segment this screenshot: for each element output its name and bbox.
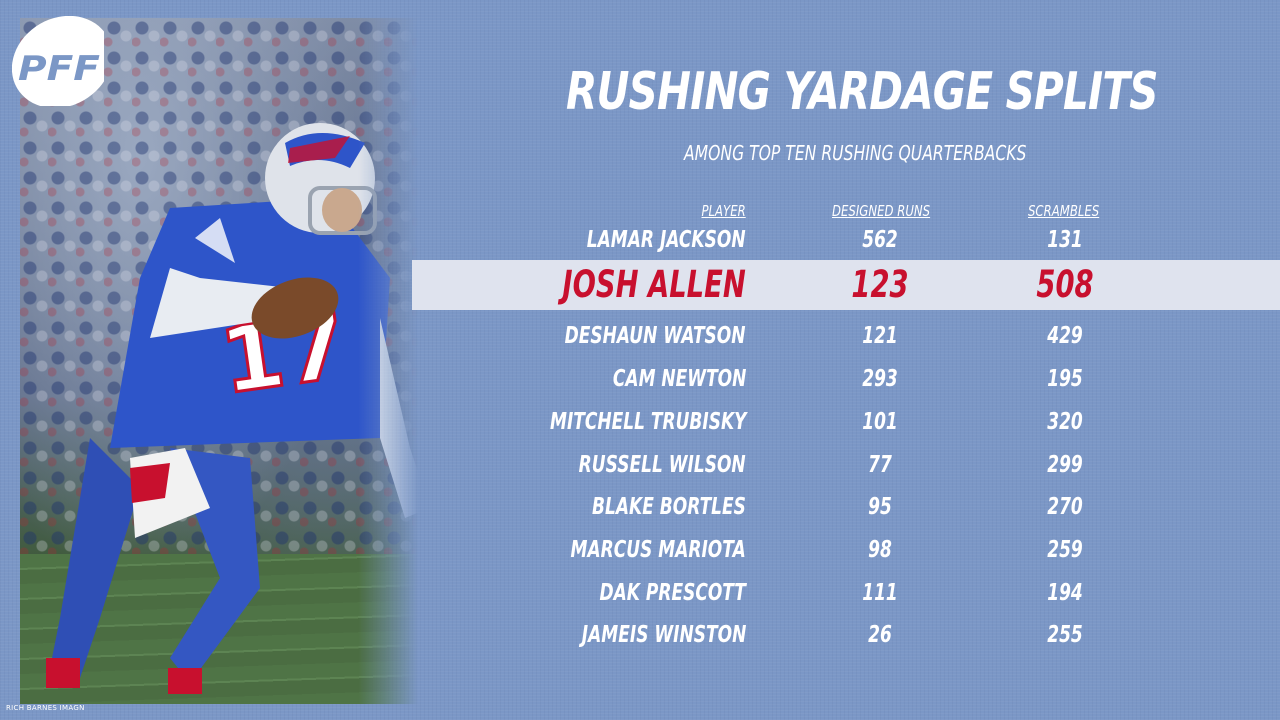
table-row: LAMAR JACKSON 562 131 bbox=[0, 225, 1280, 255]
table-row: DESHAUN WATSON 121 429 bbox=[0, 321, 1280, 351]
column-header-scrambles: SCRAMBLES bbox=[1028, 202, 1100, 220]
column-header-designed-runs: DESIGNED RUNS bbox=[832, 202, 931, 220]
scrambles-value: 320 bbox=[1047, 409, 1083, 435]
table-row: MITCHELL TRUBISKY 101 320 bbox=[0, 407, 1280, 437]
designed-runs-value: 111 bbox=[862, 580, 898, 606]
designed-runs-value: 77 bbox=[868, 452, 892, 478]
designed-runs-value: 121 bbox=[862, 323, 898, 349]
player-photo: 17 bbox=[20, 18, 418, 704]
column-header-player: PLAYER bbox=[701, 202, 746, 220]
table-row: JAMEIS WINSTON 26 255 bbox=[0, 620, 1280, 650]
page-subtitle: AMONG TOP TEN RUSHING QUARTERBACKS bbox=[684, 141, 1027, 165]
designed-runs-value: 293 bbox=[862, 366, 898, 392]
scrambles-value: 194 bbox=[1047, 580, 1083, 606]
table-row-highlighted: JOSH ALLEN 123 508 bbox=[0, 260, 1280, 310]
scrambles-value: 195 bbox=[1047, 366, 1083, 392]
scrambles-value: 131 bbox=[1047, 227, 1083, 253]
pff-logo: PFF bbox=[12, 16, 104, 106]
quarterback-figure: 17 bbox=[46, 123, 418, 694]
scrambles-value: 429 bbox=[1047, 323, 1083, 349]
scrambles-value: 255 bbox=[1047, 622, 1083, 648]
designed-runs-value: 562 bbox=[862, 227, 898, 253]
player-name: RUSSELL WILSON bbox=[578, 452, 746, 478]
designed-runs-value: 123 bbox=[851, 263, 909, 306]
player-name: DESHAUN WATSON bbox=[565, 323, 746, 349]
player-name: LAMAR JACKSON bbox=[587, 227, 746, 253]
scrambles-value: 299 bbox=[1047, 452, 1083, 478]
table-row: DAK PRESCOTT 111 194 bbox=[0, 578, 1280, 608]
designed-runs-value: 98 bbox=[868, 537, 892, 563]
scrambles-value: 270 bbox=[1047, 494, 1083, 520]
table-row: BLAKE BORTLES 95 270 bbox=[0, 492, 1280, 522]
player-name: JAMEIS WINSTON bbox=[581, 622, 746, 648]
player-name: CAM NEWTON bbox=[612, 366, 746, 392]
designed-runs-value: 95 bbox=[868, 494, 892, 520]
player-name: MARCUS MARIOTA bbox=[570, 537, 746, 563]
table-row: MARCUS MARIOTA 98 259 bbox=[0, 535, 1280, 565]
player-name: MITCHELL TRUBISKY bbox=[549, 409, 746, 435]
scrambles-value: 508 bbox=[1036, 263, 1094, 306]
designed-runs-value: 26 bbox=[868, 622, 892, 648]
scrambles-value: 259 bbox=[1047, 537, 1083, 563]
designed-runs-value: 101 bbox=[862, 409, 898, 435]
player-name: DAK PRESCOTT bbox=[599, 580, 746, 606]
photo-credit: RICH BARNES IMAGN bbox=[6, 704, 85, 712]
player-name: BLAKE BORTLES bbox=[592, 494, 746, 520]
page-title: RUSHING YARDAGE SPLITS bbox=[566, 62, 1158, 122]
table-row: CAM NEWTON 293 195 bbox=[0, 364, 1280, 394]
table-row: RUSSELL WILSON 77 299 bbox=[0, 450, 1280, 480]
pff-logo-text: PFF bbox=[18, 49, 100, 89]
highlight-band bbox=[412, 260, 1280, 310]
player-name: JOSH ALLEN bbox=[562, 263, 746, 306]
